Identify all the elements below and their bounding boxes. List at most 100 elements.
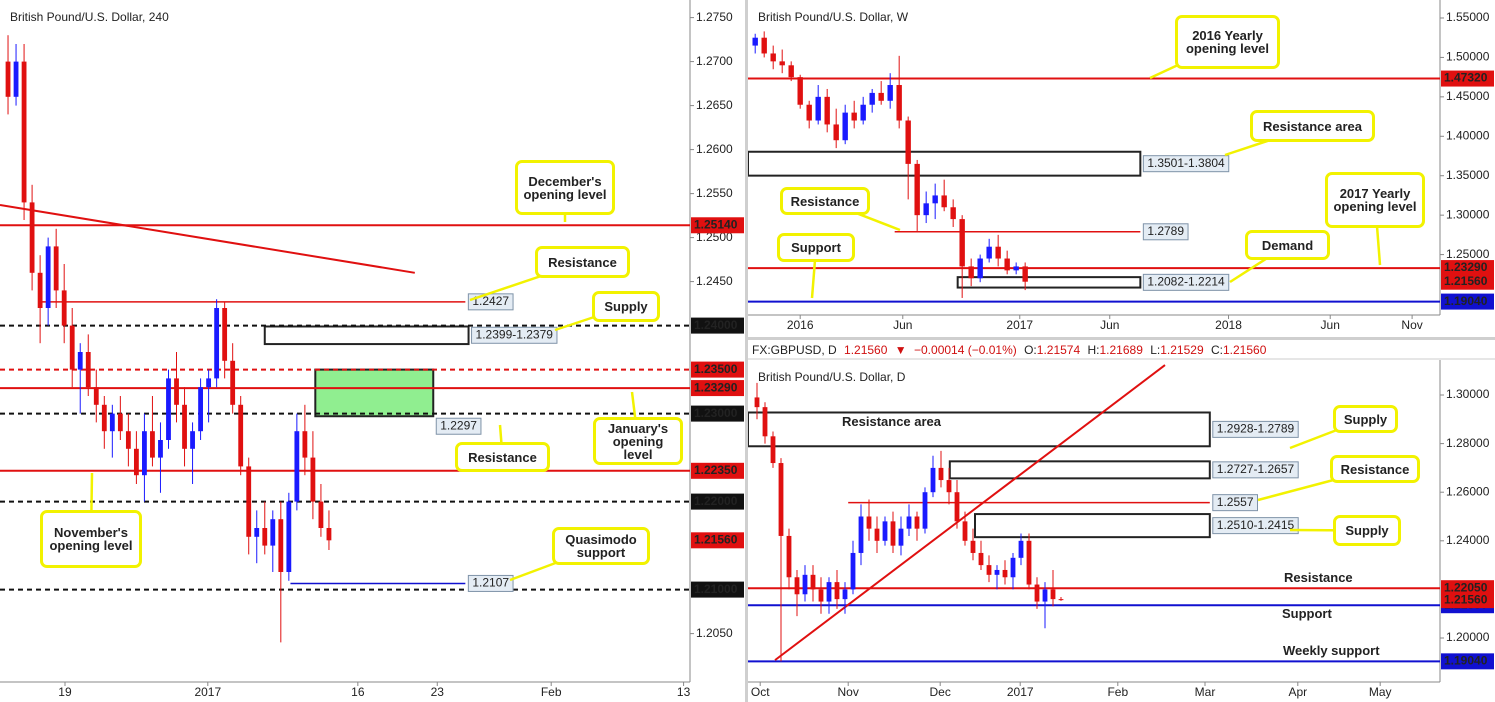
y-tick-label: 1.45000: [1446, 89, 1490, 103]
candle-body: [302, 431, 308, 458]
y-tick-label: 1.26000: [1446, 484, 1490, 498]
candle-body: [946, 480, 952, 493]
candle-body: [806, 104, 812, 121]
candle-body: [842, 589, 848, 600]
callout: Resistance: [780, 187, 870, 215]
candle-body: [794, 577, 800, 595]
price-badge: [691, 317, 744, 334]
zone: [263, 325, 470, 346]
y-tick-label: 1.50000: [1446, 50, 1490, 64]
candle-body: [802, 574, 808, 595]
callout: Resistance: [1330, 455, 1420, 483]
x-tick-label: Jun: [1100, 318, 1119, 332]
ohlc-value: 1.21574: [1036, 343, 1081, 357]
zone-label-box: [1212, 461, 1299, 479]
zone-label: 1.3501-1.3804: [1147, 156, 1225, 170]
candle-body: [779, 61, 785, 66]
price-badge-label: 1.22050: [1444, 580, 1488, 594]
candle-body: [182, 404, 187, 449]
candle-body: [117, 413, 123, 432]
candle-body: [29, 202, 35, 273]
y-tick-label: 1.24000: [1446, 533, 1490, 547]
chart-title: British Pound/U.S. Dollar, 240: [10, 10, 169, 24]
x-tick-label: Nov: [838, 685, 859, 699]
candle-body: [930, 467, 936, 493]
candle-body: [826, 582, 832, 602]
candle-body: [238, 404, 244, 467]
x-tick-label: 13: [677, 685, 691, 699]
price-badge-label: 1.21560: [1444, 274, 1488, 288]
x-tick-label: 2017: [1006, 318, 1033, 332]
y-tick-label: 1.2750: [696, 10, 733, 24]
price-badge-label: 1.23000: [694, 406, 738, 420]
y-tick-label: 1.25000: [1446, 247, 1490, 261]
candle-body: [869, 92, 875, 105]
zone: [748, 150, 1142, 177]
candle-body: [1010, 557, 1016, 578]
candle-body: [158, 440, 163, 458]
candle-body: [770, 53, 776, 62]
candle-body: [995, 246, 1001, 259]
candle-body: [898, 528, 904, 546]
candle-body: [752, 37, 758, 46]
segment-label-box: [1142, 223, 1189, 241]
candle-body: [797, 77, 803, 105]
x-tick-label: 2016: [787, 318, 814, 332]
candle-body: [246, 466, 252, 537]
candle-body: [932, 195, 938, 204]
divider: [745, 0, 748, 702]
y-tick-label: 1.2050: [696, 626, 733, 640]
zone: [314, 368, 435, 418]
candle-body: [1004, 258, 1010, 271]
candle-body: [286, 501, 292, 572]
callout: 2017 Yearly opening level: [1325, 172, 1425, 228]
candle-body: [294, 431, 300, 502]
price-badge: [1441, 273, 1494, 290]
last-price: 1.21560: [844, 343, 888, 357]
price-badge-label: 1.19040: [1444, 654, 1488, 668]
zone-label-box: [435, 417, 482, 435]
candle-body: [923, 203, 929, 216]
candle-body: [206, 378, 212, 388]
candle-body: [850, 552, 856, 590]
candle-body: [866, 516, 872, 529]
candle-body: [978, 552, 984, 566]
callout: Quasimodo support: [552, 527, 650, 565]
zone-label-box: [1142, 155, 1230, 173]
candle-body: [905, 120, 911, 164]
x-tick-label: Feb: [1107, 685, 1128, 699]
callout: Supply: [592, 291, 660, 322]
ohlc-key: L:: [1150, 343, 1161, 357]
candle-body: [166, 378, 171, 440]
price-badge-label: 1.21560: [694, 532, 738, 546]
callout: Supply: [1333, 515, 1401, 546]
x-tick-label: May: [1369, 685, 1392, 699]
chart-note: Resistance: [1284, 570, 1353, 585]
callout: Demand: [1245, 230, 1330, 260]
y-tick-label: 1.2450: [696, 274, 733, 288]
candle-body: [310, 457, 316, 502]
candle-body: [878, 92, 884, 101]
price-badge-label: 1.23500: [694, 362, 738, 376]
callout: 2016 Yearly opening level: [1175, 15, 1280, 69]
x-tick-label: Dec: [930, 685, 951, 699]
x-tick-label: 23: [431, 685, 445, 699]
candle-body: [968, 266, 974, 279]
candle-body: [133, 448, 139, 476]
candle-body: [1018, 540, 1024, 558]
candle-body: [1042, 589, 1048, 602]
callout: December's opening level: [515, 160, 615, 215]
candle-body: [150, 431, 155, 458]
price-badge-label: 1.47320: [1444, 71, 1488, 85]
candle-body: [941, 195, 947, 208]
candle-body: [986, 246, 992, 259]
x-tick-label: 2017: [194, 685, 221, 699]
plot-area: [0, 35, 690, 643]
candle-body: [914, 163, 920, 216]
chart-title: British Pound/U.S. Dollar, D: [758, 370, 906, 384]
candle-body: [61, 290, 67, 326]
price-badge: [1441, 293, 1494, 310]
candle-body: [1002, 569, 1008, 578]
price-badge: [1441, 260, 1494, 277]
